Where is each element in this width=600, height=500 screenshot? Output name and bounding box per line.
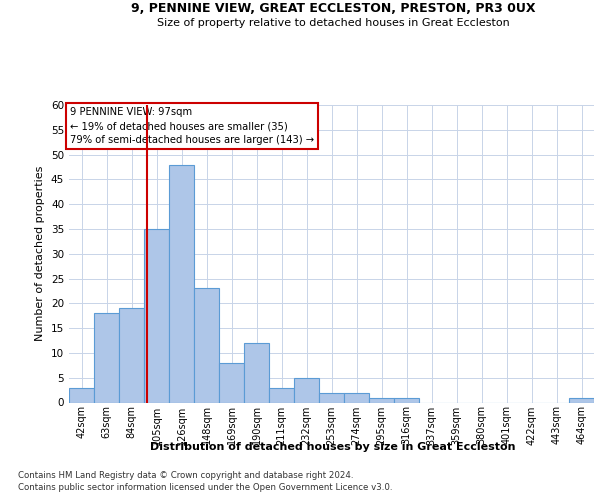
Bar	[269, 388, 294, 402]
Bar	[144, 229, 169, 402]
Bar	[119, 308, 144, 402]
Bar	[394, 398, 419, 402]
Text: 9 PENNINE VIEW: 97sqm
← 19% of detached houses are smaller (35)
79% of semi-deta: 9 PENNINE VIEW: 97sqm ← 19% of detached …	[70, 108, 314, 146]
Text: Contains public sector information licensed under the Open Government Licence v3: Contains public sector information licen…	[18, 484, 392, 492]
Bar	[219, 363, 244, 403]
Bar	[369, 398, 394, 402]
Bar	[244, 343, 269, 402]
Bar	[294, 378, 319, 402]
Text: Contains HM Land Registry data © Crown copyright and database right 2024.: Contains HM Land Registry data © Crown c…	[18, 471, 353, 480]
Bar	[194, 288, 219, 403]
Bar	[169, 164, 194, 402]
Text: 9, PENNINE VIEW, GREAT ECCLESTON, PRESTON, PR3 0UX: 9, PENNINE VIEW, GREAT ECCLESTON, PRESTO…	[131, 2, 535, 16]
Bar	[319, 392, 344, 402]
Bar	[344, 392, 369, 402]
Text: Distribution of detached houses by size in Great Eccleston: Distribution of detached houses by size …	[150, 442, 516, 452]
Bar	[69, 388, 94, 402]
Bar	[569, 398, 594, 402]
Y-axis label: Number of detached properties: Number of detached properties	[35, 166, 46, 342]
Bar	[94, 313, 119, 402]
Text: Size of property relative to detached houses in Great Eccleston: Size of property relative to detached ho…	[157, 18, 509, 28]
